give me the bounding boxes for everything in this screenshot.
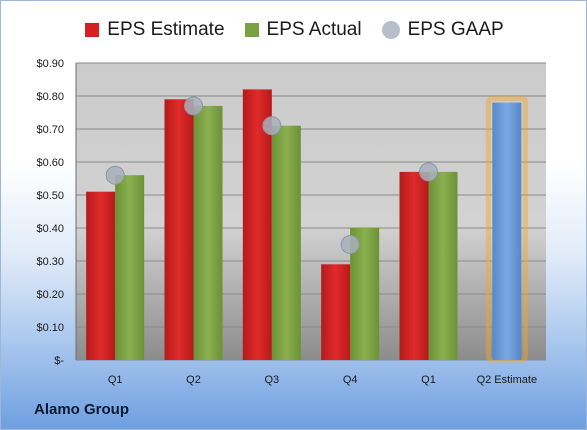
bar-eps-actual [115,175,145,360]
y-tick-label: $0.70 [36,124,64,136]
marker-eps-gaap [105,165,125,185]
y-tick-label: $0.60 [36,157,64,169]
bar-eps-estimate [86,191,116,360]
x-tick-label: Q4 [343,374,358,386]
bar-eps-actual [428,171,458,360]
bar-eps-estimate [164,99,194,361]
plot-area [76,63,546,360]
legend: EPS Estimate EPS Actual EPS GAAP [1,15,586,45]
x-tick-label: Q2 [186,374,201,386]
legend-item-gaap: EPS GAAP [381,19,504,41]
y-tick-label: $- [54,355,64,367]
legend-label-estimate: EPS Estimate [107,19,225,40]
legend-item-actual: EPS Actual [244,19,362,41]
legend-swatch-actual [244,23,259,37]
y-tick-label: $0.20 [36,289,64,301]
y-tick-label: $0.30 [36,256,64,268]
y-tick-label: $0.40 [36,223,64,235]
y-tick-label: $0.90 [36,58,64,70]
bar-eps-estimate [321,264,351,360]
y-tick-label: $0.50 [36,190,64,202]
legend-item-estimate: EPS Estimate [85,19,225,41]
company-name: Alamo Group [34,401,130,418]
legend-label-actual: EPS Actual [266,19,362,40]
y-tick-label: $0.10 [36,322,64,334]
x-tick-label: Q1 [108,374,123,386]
marker-eps-gaap [340,235,360,254]
legend-label-gaap: EPS GAAP [407,19,504,40]
bar-eps-estimate [399,171,429,360]
legend-swatch-estimate [85,23,100,37]
bar-eps-actual [271,125,301,360]
bar-q2-estimate [492,102,522,360]
x-tick-label: Q1 [421,374,436,386]
legend-swatch-gaap [381,21,400,39]
x-tick-label: Q2 Estimate [477,374,538,386]
marker-eps-gaap [262,116,282,136]
y-tick-label: $0.80 [36,91,64,103]
x-tick-label: Q3 [264,374,279,386]
bar-eps-estimate [242,89,272,361]
bar-eps-actual [193,105,223,361]
marker-eps-gaap [419,162,438,182]
marker-eps-gaap [184,96,203,116]
